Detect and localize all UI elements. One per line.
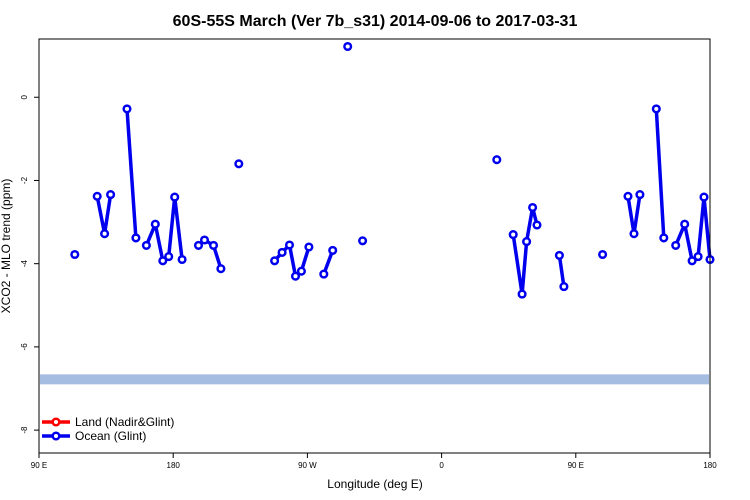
x-tick-label: 0	[439, 461, 444, 470]
reference-band-bar	[40, 374, 709, 385]
data-point	[290, 271, 301, 281]
data-point	[208, 240, 219, 250]
legend-label: Ocean (Glint)	[75, 429, 146, 443]
data-point	[623, 191, 633, 201]
x-tick-label: 90 E	[31, 461, 47, 470]
data-point	[270, 256, 280, 266]
x-tick-label: 90 E	[568, 461, 584, 470]
series-line	[125, 108, 138, 239]
data-point	[699, 192, 709, 202]
data-point	[659, 233, 669, 243]
data-point	[680, 219, 690, 229]
legend: Land (Nadir&Glint)Ocean (Glint)	[42, 415, 174, 443]
plot-frame	[38, 38, 711, 454]
series-line	[95, 194, 113, 236]
y-tick-label: -2	[20, 176, 29, 184]
data-point	[554, 250, 564, 260]
data-point	[671, 240, 681, 250]
data-point	[234, 159, 244, 169]
data-point	[164, 252, 174, 262]
data-point	[296, 266, 306, 276]
y-tick-label: -8	[20, 426, 29, 434]
series-line	[654, 108, 666, 239]
data-point	[629, 229, 639, 239]
data-point	[328, 245, 338, 255]
data-point	[70, 249, 80, 260]
series-1	[70, 41, 715, 299]
data-point	[131, 233, 141, 243]
y-tick-label: 0	[20, 95, 29, 100]
data-point	[284, 240, 295, 250]
legend-label: Land (Nadir&Glint)	[75, 415, 174, 429]
x-tick-label: 180	[167, 461, 181, 470]
data-point	[158, 256, 168, 266]
series-line	[674, 195, 712, 263]
data-point	[304, 242, 314, 252]
legend-swatch-marker	[51, 417, 61, 427]
y-tick-label: -6	[20, 343, 29, 351]
data-point	[598, 249, 608, 260]
data-point	[517, 289, 527, 299]
data-point	[343, 41, 353, 52]
data-point	[319, 269, 329, 279]
y-axis-label: XCO2 - MLO trend (ppm)	[0, 179, 13, 314]
x-tick-label: 180	[703, 461, 717, 470]
data-point	[92, 191, 102, 201]
legend-swatch-marker	[51, 431, 61, 441]
data-point	[508, 230, 518, 240]
y-axis: 0 -2 -4 -6 -8	[20, 95, 39, 434]
series-line	[511, 205, 539, 296]
data-point	[277, 247, 287, 257]
data-point	[651, 104, 661, 114]
y-tick-label: -4	[20, 260, 29, 268]
data-point	[532, 220, 542, 230]
series-line	[144, 195, 184, 263]
data-point	[122, 104, 132, 114]
plot-series	[70, 41, 715, 299]
data-point	[141, 240, 151, 250]
data-point	[635, 190, 645, 200]
x-tick-label: 90 W	[298, 461, 317, 470]
x-axis: 90 E 180 90 W 0 90 E 180	[31, 453, 717, 470]
data-point	[170, 192, 180, 202]
data-point	[559, 282, 569, 292]
data-point	[528, 202, 538, 213]
data-point	[193, 240, 204, 250]
data-point	[100, 229, 110, 239]
data-point	[693, 252, 703, 262]
data-point	[216, 264, 226, 274]
data-point	[177, 254, 187, 265]
data-point	[358, 236, 368, 246]
x-axis-label: Longitude (deg E)	[327, 477, 422, 491]
reference-band	[40, 374, 709, 385]
data-point	[522, 237, 532, 247]
data-point	[687, 256, 697, 266]
data-point	[150, 219, 160, 229]
chart-title: 60S-55S March (Ver 7b_s31) 2014-09-06 to…	[173, 13, 578, 30]
series-line	[557, 255, 566, 287]
data-point	[106, 190, 116, 200]
data-point	[492, 155, 502, 165]
data-point	[199, 235, 210, 245]
